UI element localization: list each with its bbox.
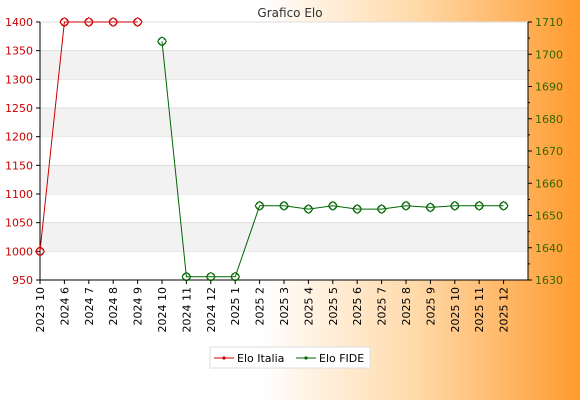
right-tick-label: 1710: [535, 16, 563, 29]
right-axis: 1630 1640 1650 1660 1670 1680 1690 1700 1710: [527, 16, 563, 287]
series-point-elo-fide: [352, 203, 363, 215]
series-point-elo-fide: [303, 203, 314, 215]
right-tick-label: 1660: [535, 177, 563, 190]
legend-marker-elo-italia: [222, 356, 226, 360]
series-point-ring-elo-italia: [133, 17, 143, 27]
x-tick-label: 2025 6: [351, 287, 364, 326]
series-point-ring-elo-fide: [303, 204, 313, 214]
x-tick-label: 2025 5: [327, 287, 340, 326]
series-point-ring-elo-fide: [255, 201, 265, 211]
series-point-ring-elo-fide: [450, 201, 460, 211]
x-tick-label: 2025 1: [229, 287, 242, 326]
x-tick-label: 2023 10: [34, 287, 47, 333]
series-line-elo-italia: [39, 21, 138, 252]
x-tick-label: 2024 11: [180, 287, 193, 333]
right-tick-label: 1640: [535, 242, 563, 255]
chart-title: Grafico Elo: [257, 6, 322, 20]
series-point-elo-fide: [498, 200, 509, 211]
series-point-ring-elo-italia: [84, 17, 94, 27]
right-tick-label: 1670: [535, 145, 563, 158]
legend-label-elo-italia: Elo Italia: [237, 352, 284, 365]
series-point-ring-elo-fide: [181, 272, 191, 282]
series-point-elo-fide: [400, 200, 412, 211]
series-point-elo-fide: [376, 203, 387, 215]
series-point-ring-elo-fide: [474, 201, 484, 211]
right-tick-label: 1690: [535, 81, 563, 94]
series-point-ring-elo-italia: [35, 246, 45, 256]
plot-area: [40, 21, 528, 280]
x-tick-label: 2025 7: [376, 287, 389, 326]
series-point-ring-elo-fide: [401, 201, 411, 211]
series-point-elo-fide: [156, 36, 168, 47]
legend-box: [209, 346, 371, 369]
x-tick-label: 2025 3: [278, 287, 291, 326]
series-point-ring-elo-fide: [352, 204, 362, 214]
left-tick-label: 1250: [5, 102, 33, 115]
grid-band: [40, 108, 528, 137]
right-tick-label: 1650: [535, 210, 563, 223]
series-point-elo-fide: [181, 271, 192, 282]
x-tick-label: 2024 7: [83, 287, 96, 326]
series-line-elo-fide: [161, 41, 504, 278]
series-point-elo-italia: [132, 16, 143, 28]
left-tick-label: 1150: [5, 159, 33, 172]
x-tick-label: 2024 9: [132, 287, 145, 326]
x-tick-label: 2025 12: [498, 287, 511, 333]
grid-band: [40, 165, 528, 194]
series-point-elo-fide: [205, 271, 216, 282]
x-tick-label: 2024 12: [205, 287, 218, 333]
series-point-ring-elo-italia: [60, 17, 69, 27]
series-point-ring-elo-fide: [279, 201, 289, 211]
left-tick-label: 1000: [5, 245, 33, 258]
left-tick-label: 1100: [5, 188, 33, 201]
series-point-elo-fide: [449, 200, 460, 211]
series-layer: [34, 16, 509, 282]
series-point-ring-elo-fide: [230, 272, 240, 282]
left-tick-label: 950: [12, 274, 33, 287]
series-point-ring-elo-fide: [499, 201, 509, 211]
left-tick-label: 1350: [5, 45, 33, 58]
series-point-elo-fide: [327, 200, 338, 211]
x-tick-label: 2025 8: [400, 287, 413, 326]
series-point-elo-italia: [83, 16, 94, 28]
series-point-ring-elo-fide: [328, 201, 338, 211]
left-axis: 950 1000 1050 1100 1150 1200 1250 1300 1350 1400: [5, 16, 41, 287]
x-tick-label: 2025 10: [449, 287, 462, 333]
x-tick-label: 2025 9: [424, 287, 437, 326]
grid-band: [40, 50, 528, 80]
left-tick-label: 1050: [5, 217, 33, 230]
x-tick-label: 2024 8: [107, 287, 120, 326]
series-point-ring-elo-fide: [157, 36, 167, 46]
series-point-elo-fide: [425, 202, 436, 213]
legend-label-elo-fide: Elo FIDE: [319, 352, 364, 365]
left-tick-label: 1200: [5, 131, 33, 144]
legend-marker-elo-fide: [304, 356, 308, 360]
grid-band: [40, 222, 528, 252]
series-point-elo-fide: [474, 200, 485, 211]
right-tick-label: 1630: [535, 274, 563, 287]
x-tick-label: 2024 6: [58, 287, 71, 326]
x-axis: 2023 10 2024 6 2024 7 2024 8 2024 9 2024 10 20…: [34, 279, 528, 333]
series-point-ring-elo-fide: [425, 203, 435, 212]
x-tick-label: 2025 11: [473, 287, 486, 333]
series-point-elo-fide: [278, 200, 290, 211]
right-tick-label: 1700: [535, 48, 563, 61]
left-tick-label: 1400: [5, 16, 33, 29]
series-point-elo-italia: [108, 16, 119, 28]
series-point-elo-italia: [34, 246, 46, 257]
series-point-elo-fide: [230, 271, 241, 282]
legend: Elo Italia Elo FIDE: [209, 346, 371, 369]
x-tick-label: 2025 4: [302, 287, 315, 326]
series-point-ring-elo-italia: [108, 17, 118, 27]
right-tick-label: 1680: [535, 113, 563, 126]
series-point-elo-fide: [254, 200, 265, 211]
series-point-elo-italia: [59, 16, 70, 28]
series-point-ring-elo-fide: [206, 272, 216, 282]
series-point-ring-elo-fide: [377, 204, 387, 214]
x-tick-label: 2024 10: [156, 287, 169, 333]
x-tick-label: 2025 2: [254, 287, 267, 326]
left-tick-label: 1300: [5, 73, 33, 86]
